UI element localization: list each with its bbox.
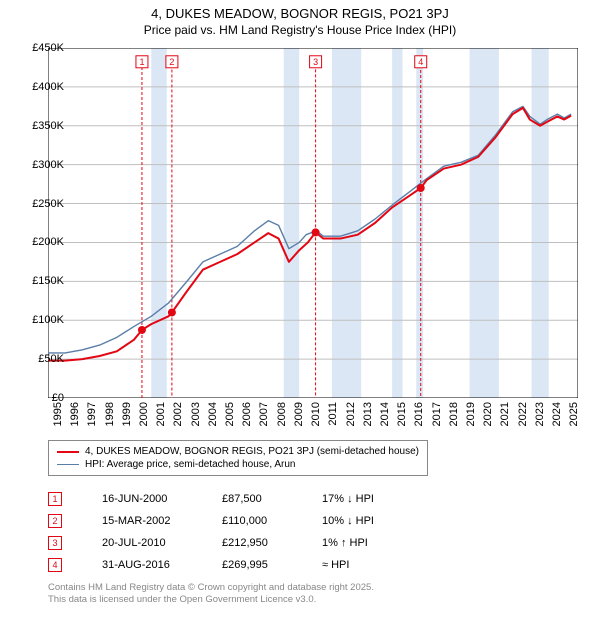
sale-badge: 2: [48, 514, 62, 528]
sale-row: 4 31-AUG-2016£269,995≈ HPI: [48, 554, 422, 576]
x-tick-label: 2001: [155, 402, 167, 426]
sale-price: £87,500: [222, 493, 322, 505]
x-tick-label: 2014: [379, 402, 391, 426]
y-tick-label: £450K: [20, 42, 64, 54]
x-tick-label: 1998: [104, 402, 116, 426]
x-tick-label: 2012: [345, 402, 357, 426]
sale-date: 20-JUL-2010: [102, 537, 222, 549]
y-tick-label: £200K: [20, 236, 64, 248]
x-tick-label: 2010: [310, 402, 322, 426]
sale-badge: 3: [48, 536, 62, 550]
x-tick-label: 2024: [551, 402, 563, 426]
x-tick-label: 2006: [241, 402, 253, 426]
sale-badge: 1: [48, 492, 62, 506]
x-tick-label: 2011: [327, 402, 339, 426]
sale-row: 1 16-JUN-2000£87,50017% ↓ HPI: [48, 488, 422, 510]
y-tick-label: £100K: [20, 314, 64, 326]
x-tick-label: 2025: [568, 402, 580, 426]
legend-label: 4, DUKES MEADOW, BOGNOR REGIS, PO21 3PJ …: [85, 446, 419, 457]
x-tick-label: 2008: [276, 402, 288, 426]
x-tick-label: 2000: [138, 402, 150, 426]
sale-row: 3 20-JUL-2010£212,9501% ↑ HPI: [48, 532, 422, 554]
sale-delta-vs-hpi: 17% ↓ HPI: [322, 493, 422, 505]
sale-delta-vs-hpi: ≈ HPI: [322, 559, 422, 571]
x-tick-label: 2004: [207, 402, 219, 426]
svg-text:3: 3: [313, 57, 318, 67]
chart-title-address: 4, DUKES MEADOW, BOGNOR REGIS, PO21 3PJ: [0, 6, 600, 21]
sale-date: 15-MAR-2002: [102, 515, 222, 527]
y-tick-label: £350K: [20, 120, 64, 132]
x-tick-label: 2021: [499, 402, 511, 426]
y-tick-label: £400K: [20, 81, 64, 93]
x-tick-label: 1996: [69, 402, 81, 426]
x-tick-label: 2022: [517, 402, 529, 426]
legend-label: HPI: Average price, semi-detached house,…: [85, 459, 296, 470]
y-tick-label: £150K: [20, 275, 64, 287]
x-tick-label: 2020: [482, 402, 494, 426]
chart-plot-area: 1 2 3 4: [48, 48, 578, 398]
x-tick-label: 2009: [293, 402, 305, 426]
x-tick-label: 2016: [413, 402, 425, 426]
attribution-footer: Contains HM Land Registry data © Crown c…: [48, 582, 374, 607]
x-tick-label: 2007: [258, 402, 270, 426]
x-tick-label: 2015: [396, 402, 408, 426]
sale-date: 31-AUG-2016: [102, 559, 222, 571]
y-tick-label: £50K: [20, 353, 64, 365]
sale-date: 16-JUN-2000: [102, 493, 222, 505]
legend-row: HPI: Average price, semi-detached house,…: [57, 458, 419, 471]
x-tick-label: 2003: [190, 402, 202, 426]
sale-delta-vs-hpi: 10% ↓ HPI: [322, 515, 422, 527]
svg-text:1: 1: [139, 57, 144, 67]
sale-price: £110,000: [222, 515, 322, 527]
footer-line-2: This data is licensed under the Open Gov…: [48, 594, 374, 606]
sale-delta-vs-hpi: 1% ↑ HPI: [322, 537, 422, 549]
chart-container: 4, DUKES MEADOW, BOGNOR REGIS, PO21 3PJ …: [0, 0, 600, 620]
x-tick-label: 2019: [465, 402, 477, 426]
sale-price: £269,995: [222, 559, 322, 571]
legend-swatch: [57, 464, 79, 465]
sale-badge: 4: [48, 558, 62, 572]
sale-row: 2 15-MAR-2002£110,00010% ↓ HPI: [48, 510, 422, 532]
legend-row: 4, DUKES MEADOW, BOGNOR REGIS, PO21 3PJ …: [57, 445, 419, 458]
x-tick-label: 1997: [86, 402, 98, 426]
x-tick-label: 2018: [448, 402, 460, 426]
x-tick-label: 2017: [431, 402, 443, 426]
y-tick-label: £300K: [20, 159, 64, 171]
x-tick-label: 1995: [52, 402, 64, 426]
sales-table: 1 16-JUN-2000£87,50017% ↓ HPI 2 15-MAR-2002…: [48, 488, 422, 576]
footer-line-1: Contains HM Land Registry data © Crown c…: [48, 582, 374, 594]
svg-text:2: 2: [169, 57, 174, 67]
chart-subtitle: Price paid vs. HM Land Registry's House …: [0, 23, 600, 37]
svg-text:4: 4: [418, 57, 423, 67]
sale-price: £212,950: [222, 537, 322, 549]
x-tick-label: 2023: [534, 402, 546, 426]
y-tick-label: £250K: [20, 198, 64, 210]
x-tick-label: 2002: [172, 402, 184, 426]
x-tick-label: 1999: [121, 402, 133, 426]
chart-svg: 1 2 3 4: [48, 48, 578, 398]
legend: 4, DUKES MEADOW, BOGNOR REGIS, PO21 3PJ …: [48, 440, 428, 476]
x-tick-label: 2005: [224, 402, 236, 426]
x-tick-label: 2013: [362, 402, 374, 426]
title-block: 4, DUKES MEADOW, BOGNOR REGIS, PO21 3PJ …: [0, 0, 600, 37]
legend-swatch: [57, 451, 79, 453]
